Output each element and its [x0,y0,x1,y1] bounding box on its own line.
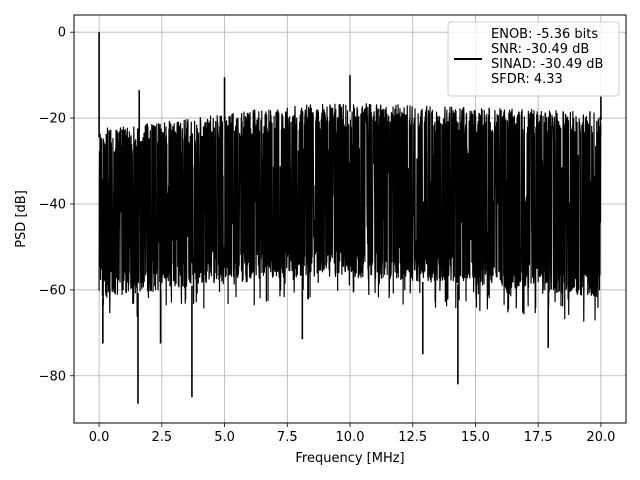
psd-trace [98,103,602,322]
y-tick-label: 0 [58,26,66,41]
x-tick-label: 17.5 [524,430,553,445]
x-axis-ticks: 0.0 2.5 5.0 7.5 10.0 12.5 15.0 17.5 20.0 [89,423,615,445]
plot-area [98,32,602,404]
y-tick-label: −20 [39,112,66,127]
legend-entry: SFDR: 4.33 [491,72,563,87]
x-tick-label: 12.5 [398,430,427,445]
x-tick-label: 0.0 [89,430,110,445]
legend-entry: SINAD: -30.49 dB [491,57,603,72]
y-tick-label: −80 [39,369,66,384]
x-tick-label: 20.0 [586,430,615,445]
x-tick-label: 7.5 [277,430,298,445]
y-axis-ticks: 0 −20 −40 −60 −80 [39,26,74,384]
x-tick-label: 5.0 [214,430,235,445]
x-tick-label: 15.0 [461,430,490,445]
legend-box [447,21,620,97]
y-axis-label: PSD [dB] [14,190,29,248]
legend-entry: ENOB: -5.36 bits [491,27,598,42]
y-tick-label: −40 [39,197,66,212]
x-tick-label: 2.5 [151,430,172,445]
x-axis-label: Frequency [MHz] [295,451,404,466]
y-tick-label: −60 [39,283,66,298]
x-tick-label: 10.0 [336,430,365,445]
legend-entry: SNR: -30.49 dB [491,42,589,57]
